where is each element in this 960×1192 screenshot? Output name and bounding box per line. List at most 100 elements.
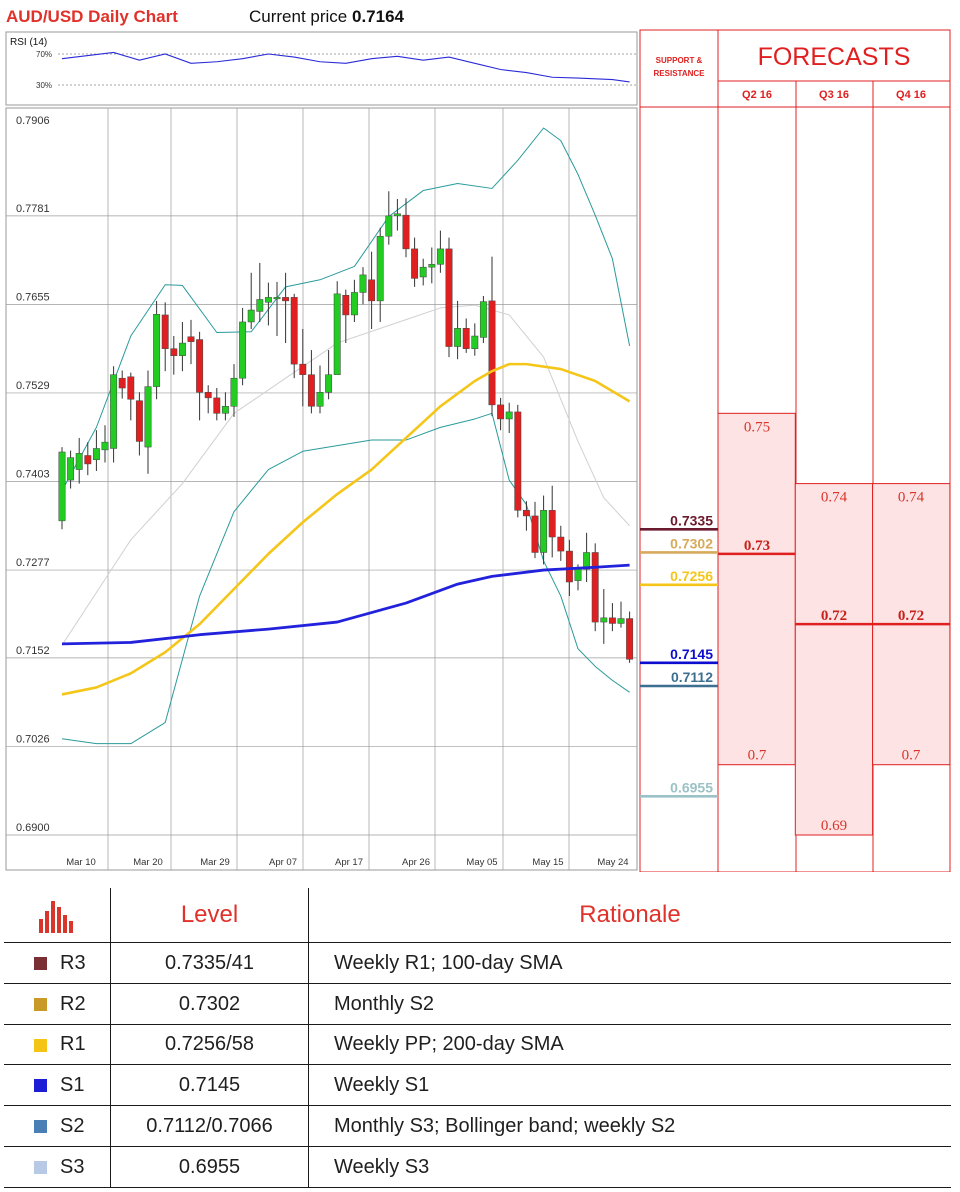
candle-body — [376, 235, 384, 302]
candle-body — [178, 342, 186, 356]
candle-body — [290, 297, 298, 365]
sr-level-label: 0.6955 — [670, 779, 713, 795]
x-tick-label: May 15 — [532, 857, 563, 868]
forecast-quarter-header: Q4 16 — [896, 89, 926, 101]
main-plot-frame — [5, 107, 638, 871]
table-row: S2 0.7112/0.7066 Monthly S3; Bollinger ban… — [4, 1105, 951, 1147]
candle-body — [359, 274, 367, 293]
candle-body — [445, 248, 453, 347]
table-divider — [110, 1106, 111, 1147]
level-value: 0.6955 — [178, 1155, 241, 1178]
x-tick-label: Apr 07 — [269, 857, 297, 868]
current-price: Current price 0.7164 — [249, 7, 405, 26]
chart-title: AUD/USD Daily Chart — [6, 7, 178, 26]
forecast-low-label: 0.7 — [902, 748, 921, 764]
bollinger-lower-line — [61, 412, 630, 745]
candle-body — [144, 386, 152, 448]
candle-body — [67, 457, 75, 481]
level-name: S3 — [60, 1155, 85, 1178]
forecast-high-label: 0.75 — [744, 419, 770, 435]
sr-level-label: 0.7256 — [670, 568, 713, 584]
level-rationale: Monthly S2 — [334, 992, 435, 1015]
level-color-swatch — [34, 1120, 47, 1134]
level-rationale: Weekly S1 — [334, 1074, 430, 1097]
rsi-70-label: 70% — [36, 50, 52, 59]
candle-body — [247, 309, 255, 323]
table-divider — [308, 983, 309, 1025]
candle-body — [282, 297, 290, 302]
candle-body — [402, 214, 410, 250]
sr-title-line1: SUPPORT & — [656, 56, 703, 65]
candle-body — [368, 279, 376, 302]
forecast-median-label: 0.72 — [898, 608, 924, 624]
candle-body — [608, 617, 616, 624]
candle-body — [436, 248, 444, 265]
x-tick-label: Apr 17 — [335, 857, 363, 868]
forecast-median-label: 0.72 — [821, 608, 847, 624]
forecasts-title: FORECASTS — [758, 43, 911, 71]
table-divider — [308, 943, 309, 984]
level-value: 0.7112/0.7066 — [146, 1115, 273, 1138]
candle-body — [230, 377, 238, 407]
table-divider — [308, 1147, 309, 1188]
forecast-low-label: 0.7 — [748, 748, 767, 764]
y-tick-label: 0.7026 — [16, 733, 50, 745]
x-tick-label: Mar 20 — [133, 857, 163, 868]
candle-body — [273, 297, 281, 300]
candle-body — [170, 348, 178, 356]
candle-body — [127, 376, 135, 400]
sma-100-line — [61, 362, 631, 696]
level-name: S2 — [60, 1115, 85, 1138]
rsi-title: RSI (14) — [10, 37, 47, 48]
candle-body — [462, 328, 470, 349]
x-tick-label: May 24 — [597, 857, 628, 868]
table-bottom-border — [4, 1186, 951, 1189]
table-divider — [110, 888, 111, 942]
forecast-low-label: 0.69 — [821, 818, 847, 834]
level-color-swatch — [34, 1079, 47, 1093]
sr-level-label: 0.7145 — [670, 646, 713, 662]
candle-body — [187, 336, 195, 342]
candle-body — [617, 618, 625, 624]
table-divider — [308, 1106, 309, 1147]
x-tick-label: Apr 26 — [402, 857, 430, 868]
x-tick-label: Mar 29 — [200, 857, 230, 868]
candle-body — [135, 400, 143, 442]
bar-chart-icon-graphic — [39, 901, 73, 933]
candle-body — [316, 391, 324, 407]
rsi-panel-frame — [5, 31, 638, 106]
level-name: S1 — [60, 1074, 85, 1097]
candle-body — [196, 339, 204, 393]
level-value: 0.7145 — [178, 1074, 241, 1097]
table-row: S3 0.6955 Weekly S3 — [4, 1146, 951, 1188]
level-value: 0.7256/58 — [165, 1033, 254, 1056]
candle-body — [428, 264, 436, 268]
candle-body — [393, 213, 401, 217]
candle-body — [84, 455, 92, 465]
candle-body — [385, 215, 393, 237]
candle-body — [239, 321, 247, 379]
y-tick-label: 0.7529 — [16, 380, 50, 392]
candle-body — [221, 406, 229, 414]
y-tick-label: 0.7277 — [16, 557, 50, 569]
candle-body — [548, 510, 556, 538]
support-resistance-column — [639, 29, 719, 872]
rsi-line — [61, 51, 630, 83]
table-row: R3 0.7335/41 Weekly R1; 100-day SMA — [4, 942, 951, 984]
candle-body — [153, 313, 161, 387]
forecast-range-box — [794, 483, 874, 836]
candle-body — [58, 451, 66, 522]
candle-body — [583, 552, 591, 570]
candle-body — [479, 301, 487, 338]
table-row: R1 0.7256/58 Weekly PP; 200-day SMA — [4, 1023, 951, 1066]
candle-body — [514, 411, 522, 511]
candle-body — [350, 292, 358, 316]
level-color-swatch — [34, 1038, 47, 1052]
candle-body — [531, 515, 539, 553]
candle-body — [118, 377, 126, 389]
current-price-value: 0.7164 — [352, 7, 405, 26]
candle-body — [325, 374, 333, 393]
candle-body — [75, 453, 83, 470]
level-name: R3 — [60, 951, 86, 974]
